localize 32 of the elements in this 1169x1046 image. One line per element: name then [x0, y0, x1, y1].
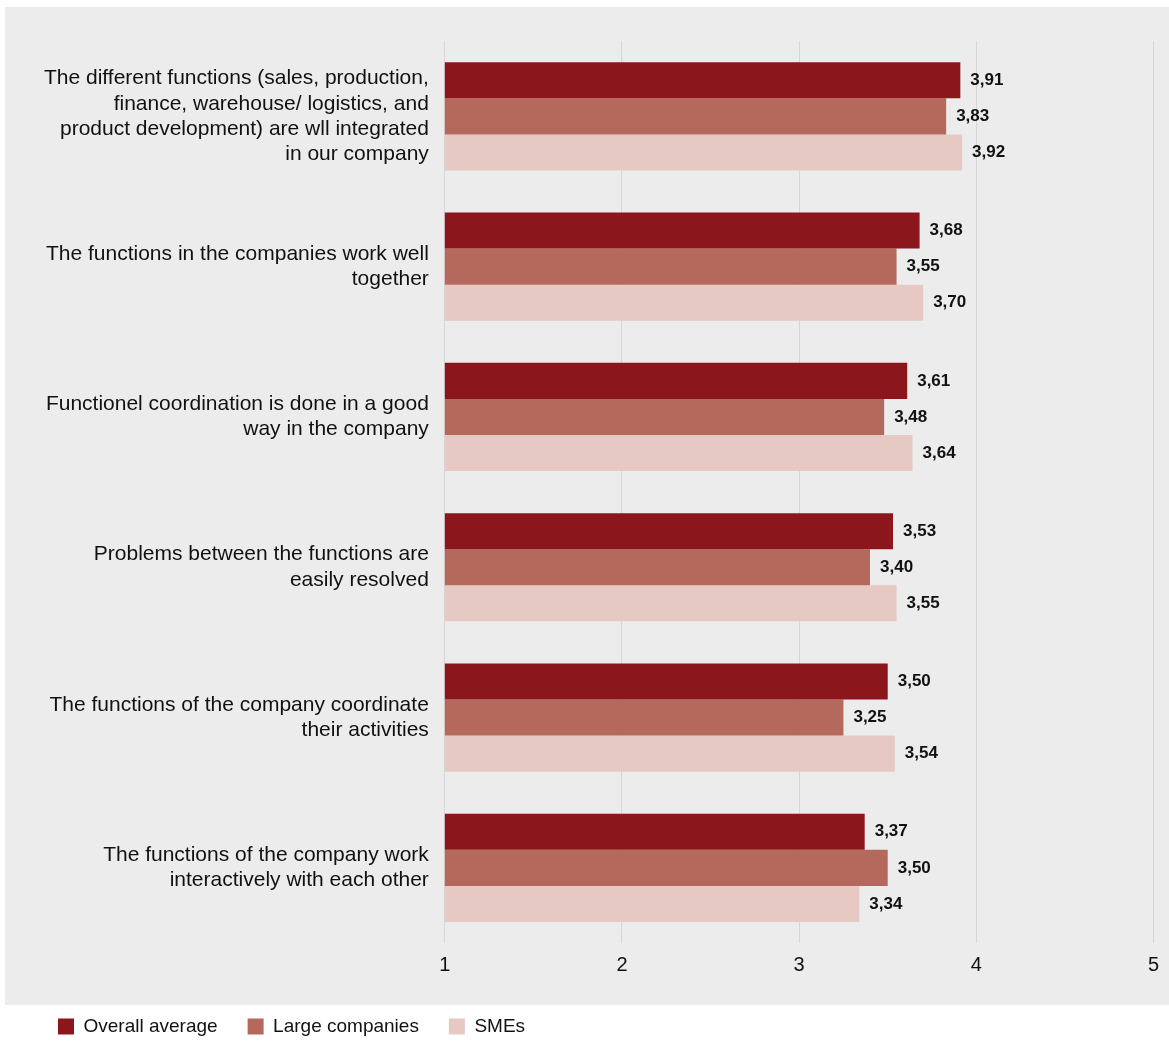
data-label: 3,83 — [956, 106, 990, 126]
data-label: 3,37 — [874, 821, 908, 841]
x-tick-label: 3 — [793, 952, 805, 975]
data-label: 3,40 — [879, 556, 914, 576]
legend-label: Large companies — [273, 1014, 419, 1036]
y-tick-label: The different functions (sales, production, finance, warehouse/ logistics, and product development) are wll integrated in our company — [43, 65, 430, 164]
data-label: 3,50 — [897, 857, 931, 877]
x-tick-label: 5 — [1147, 952, 1159, 975]
x-tick-label: 4 — [970, 952, 982, 975]
y-tick-label: Problems between the functions are easily resolved — [93, 541, 429, 590]
data-label: 3,64 — [922, 442, 957, 462]
data-label: 3,55 — [906, 593, 940, 613]
y-tick-label: Functionel coordination is done in a good way in the company — [45, 391, 430, 440]
data-label: 3,48 — [894, 406, 928, 426]
data-label: 3,92 — [972, 142, 1006, 162]
data-label: 3,68 — [929, 220, 963, 240]
data-label: 3,55 — [906, 256, 940, 276]
legend-label: SMEs — [474, 1014, 526, 1036]
data-label: 3,34 — [869, 893, 903, 913]
y-tick-label: The functions of the company work interactively with each other — [103, 842, 430, 891]
x-tick-label: 2 — [616, 952, 628, 975]
legend-label: Overall average — [83, 1014, 218, 1036]
data-label: 3,61 — [917, 370, 951, 390]
data-label: 3,53 — [903, 520, 937, 540]
data-label: 3,70 — [933, 292, 967, 312]
y-tick-label: The functions of the company coordinate their activities — [49, 691, 429, 740]
y-tick-label: The functions in the companies work well together — [45, 240, 429, 290]
data-label: 3,91 — [970, 69, 1004, 89]
x-tick-label: 1 — [439, 952, 451, 975]
data-label: 3,54 — [904, 743, 939, 763]
data-label: 3,25 — [853, 707, 887, 727]
data-label: 3,50 — [897, 671, 931, 691]
